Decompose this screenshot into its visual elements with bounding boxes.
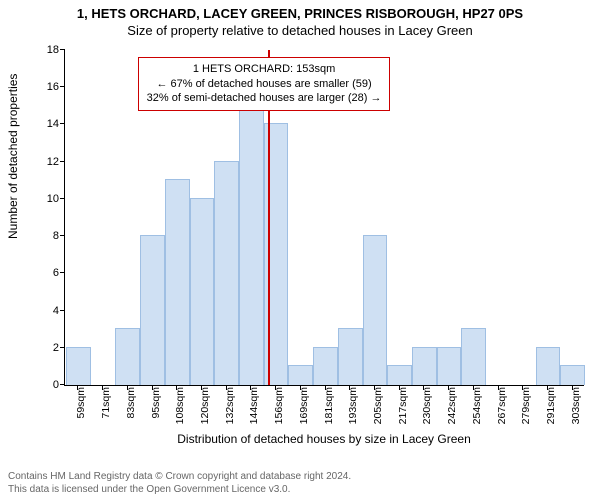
y-tick-mark (60, 235, 65, 236)
y-tick-mark (60, 123, 65, 124)
x-tick-label: 169sqm (298, 387, 310, 424)
y-tick-label: 12 (29, 156, 59, 168)
y-tick-mark (60, 49, 65, 50)
x-tick-label: 254sqm (471, 387, 483, 424)
bar (437, 347, 462, 385)
x-tick-label: 71sqm (100, 387, 112, 419)
y-tick-label: 6 (29, 267, 59, 279)
bar (140, 235, 165, 385)
y-tick-label: 2 (29, 342, 59, 354)
title-block: 1, HETS ORCHARD, LACEY GREEN, PRINCES RI… (0, 0, 600, 38)
y-tick-mark (60, 347, 65, 348)
x-tick-label: 83sqm (125, 387, 137, 419)
bar (214, 161, 239, 385)
y-tick-label: 0 (29, 379, 59, 391)
y-axis-label: Number of detached properties (6, 74, 20, 239)
x-tick-label: 108sqm (174, 387, 186, 424)
x-tick-label: 230sqm (421, 387, 433, 424)
y-tick-mark (60, 310, 65, 311)
x-tick-label: 181sqm (323, 387, 335, 424)
bar (165, 179, 190, 385)
y-tick-mark (60, 86, 65, 87)
x-tick-label: 132sqm (224, 387, 236, 424)
bar (536, 347, 561, 385)
x-tick-label: 156sqm (273, 387, 285, 424)
bar (461, 328, 486, 385)
annotation-line: ← 67% of detached houses are smaller (59… (147, 77, 382, 92)
x-tick-label: 205sqm (372, 387, 384, 424)
x-tick-label: 95sqm (150, 387, 162, 419)
x-tick-label: 144sqm (248, 387, 260, 424)
bar (412, 347, 437, 385)
x-tick-label: 59sqm (75, 387, 87, 419)
y-tick-label: 18 (29, 44, 59, 56)
bar (338, 328, 363, 385)
x-tick-label: 120sqm (199, 387, 211, 424)
y-tick-label: 4 (29, 305, 59, 317)
bar (363, 235, 388, 385)
chart-area: Number of detached properties 0246810121… (0, 44, 600, 448)
bar (239, 105, 264, 385)
x-tick-label: 267sqm (496, 387, 508, 424)
x-tick-label: 193sqm (347, 387, 359, 424)
y-tick-mark (60, 161, 65, 162)
x-tick-label: 291sqm (545, 387, 557, 424)
x-axis-label: Distribution of detached houses by size … (64, 432, 584, 446)
x-tick-label: 303sqm (570, 387, 582, 424)
annotation-box: 1 HETS ORCHARD: 153sqm← 67% of detached … (138, 57, 391, 112)
y-tick-label: 8 (29, 230, 59, 242)
bar (66, 347, 91, 385)
bar (560, 365, 585, 385)
annotation-line: 32% of semi-detached houses are larger (… (147, 91, 382, 106)
bar (313, 347, 338, 385)
bar (288, 365, 313, 385)
annotation-line: 1 HETS ORCHARD: 153sqm (147, 62, 382, 77)
y-tick-label: 10 (29, 193, 59, 205)
footer-attribution: Contains HM Land Registry data © Crown c… (8, 471, 351, 496)
chart-title-desc: Size of property relative to detached ho… (0, 23, 600, 38)
bar (387, 365, 412, 385)
bar (190, 198, 215, 385)
plot-area: 02468101214161859sqm71sqm83sqm95sqm108sq… (64, 50, 584, 386)
y-tick-label: 16 (29, 81, 59, 93)
x-tick-label: 217sqm (397, 387, 409, 424)
x-tick-label: 242sqm (446, 387, 458, 424)
y-tick-mark (60, 198, 65, 199)
x-tick-label: 279sqm (520, 387, 532, 424)
bar (115, 328, 140, 385)
chart-title-address: 1, HETS ORCHARD, LACEY GREEN, PRINCES RI… (0, 6, 600, 21)
y-tick-mark (60, 384, 65, 385)
footer-line2: This data is licensed under the Open Gov… (8, 484, 351, 497)
y-tick-mark (60, 272, 65, 273)
y-tick-label: 14 (29, 118, 59, 130)
footer-line1: Contains HM Land Registry data © Crown c… (8, 471, 351, 484)
